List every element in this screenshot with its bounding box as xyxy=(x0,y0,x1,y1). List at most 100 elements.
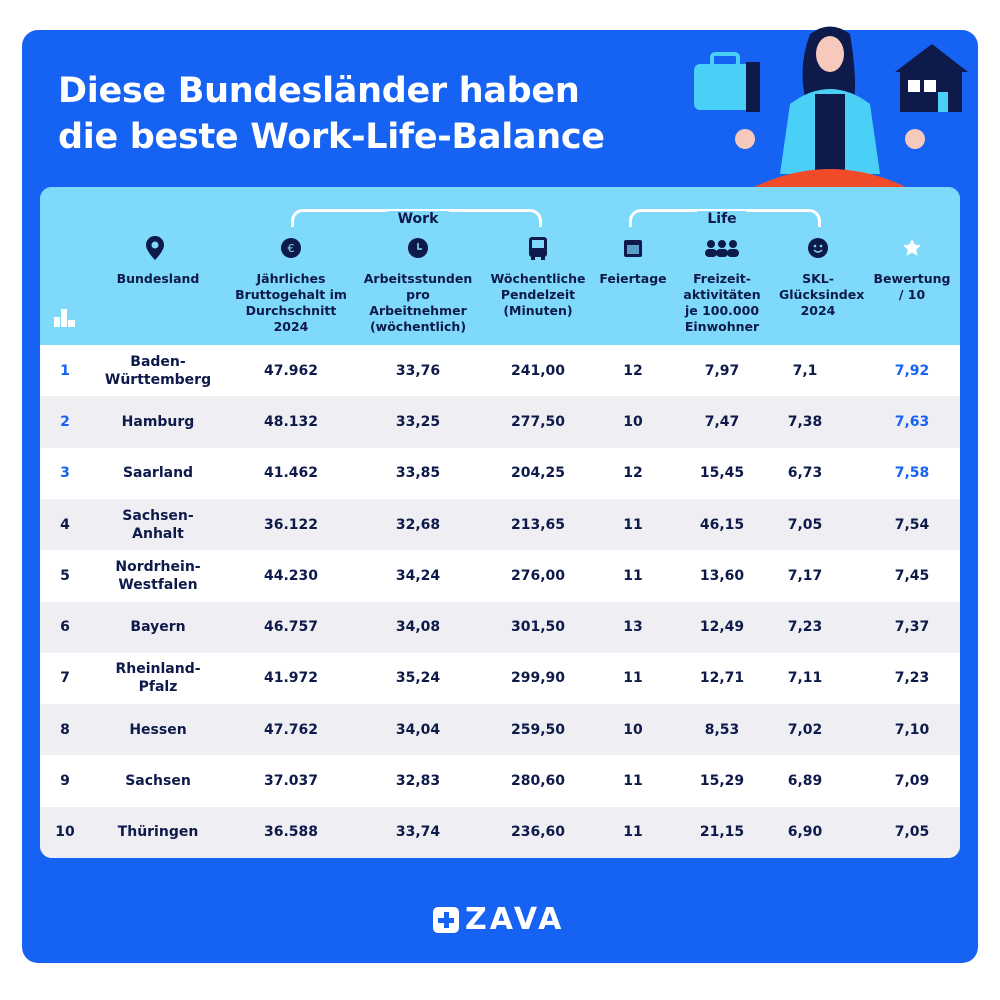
cell-freizeit: 13,60 xyxy=(699,567,745,584)
header-skl: SKL-Glücksindex 2024 xyxy=(779,271,865,318)
cell-bundesland: Thüringen xyxy=(117,824,199,841)
cell-skl: 7,38 xyxy=(787,413,823,430)
cell-feiertage: 10 xyxy=(623,721,643,738)
table-row: 1 Baden-Württemberg 47.962 33,76 241,00 12 7,9… xyxy=(40,345,960,397)
cell-feiertage: 13 xyxy=(623,619,643,636)
title-line-1: Diese Bundesländer haben xyxy=(58,71,580,111)
cell-stunden: 33,85 xyxy=(395,465,441,482)
cell-rating: 7,10 xyxy=(894,721,930,738)
star-icon xyxy=(901,237,923,259)
cell-feiertage: 10 xyxy=(623,413,643,430)
location-pin-icon xyxy=(144,236,166,260)
logo-text: ZAVA xyxy=(465,902,565,937)
cell-skl: 7,23 xyxy=(787,619,823,636)
cell-freizeit: 7,47 xyxy=(704,413,740,430)
cell-bundesland: Rheinland-Pfalz xyxy=(115,661,201,696)
people-icon xyxy=(704,237,740,259)
cell-feiertage: 12 xyxy=(623,465,643,482)
house-icon xyxy=(895,44,968,112)
cell-rank: 5 xyxy=(60,567,70,584)
cell-gehalt: 36.588 xyxy=(263,824,319,841)
table-row: 3 Saarland 41.462 33,85 204,25 12 15,45 6,73 7,5… xyxy=(40,447,960,499)
cell-rating: 7,37 xyxy=(894,619,930,636)
smiley-icon xyxy=(807,237,829,259)
briefcase-icon xyxy=(694,52,760,112)
cell-rating: 7,92 xyxy=(894,362,930,379)
cell-gehalt: 41.972 xyxy=(263,670,319,687)
cell-feiertage: 11 xyxy=(623,567,643,584)
cell-skl: 7,1 xyxy=(792,362,818,379)
cell-skl: 7,11 xyxy=(787,670,823,687)
cell-rank: 9 xyxy=(60,773,70,790)
cell-freizeit: 46,15 xyxy=(699,516,745,533)
cell-stunden: 34,04 xyxy=(395,721,441,738)
cell-stunden: 34,08 xyxy=(395,619,441,636)
cell-rating: 7,63 xyxy=(894,413,930,430)
page-title: Diese Bundesländer haben die beste Work-… xyxy=(58,68,605,160)
cell-feiertage: 11 xyxy=(623,670,643,687)
header-stunden: Arbeitsstunden pro Arbeitnehmer (wöchent… xyxy=(363,271,473,334)
cell-pendel: 241,00 xyxy=(510,362,566,379)
cell-skl: 6,73 xyxy=(787,465,823,482)
zava-logo: ZAVA xyxy=(433,902,564,937)
cell-skl: 7,05 xyxy=(787,516,823,533)
plus-logo-icon xyxy=(433,906,459,933)
cell-bundesland: Nordrhein-Westfalen xyxy=(115,558,201,593)
cell-bundesland: Sachsen xyxy=(125,773,191,790)
table-row: 6 Bayern 46.757 34,08 301,50 13 12,49 7,23 7,37 xyxy=(40,601,960,653)
table-row: 8 Hessen 47.762 34,04 259,50 10 8,53 7,02 7,10 xyxy=(40,704,960,756)
cell-gehalt: 47.762 xyxy=(263,721,319,738)
illustration-meditation xyxy=(694,26,968,212)
cell-pendel: 213,65 xyxy=(510,516,566,533)
table-row: 2 Hamburg 48.132 33,25 277,50 10 7,47 7,38 7,63 xyxy=(40,396,960,448)
cell-freizeit: 21,15 xyxy=(699,824,745,841)
work-group-bracket xyxy=(291,209,542,227)
cell-skl: 6,89 xyxy=(787,773,823,790)
cell-freizeit: 15,29 xyxy=(699,773,745,790)
cell-rating: 7,54 xyxy=(894,516,930,533)
title-line-2: die beste Work-Life-Balance xyxy=(58,117,605,157)
cell-pendel: 259,50 xyxy=(510,721,566,738)
table-row: 4 Sachsen-Anhalt 36.122 32,68 213,65 11 46,15 7… xyxy=(40,498,960,551)
cell-stunden: 35,24 xyxy=(395,670,441,687)
table-row: 9 Sachsen 37.037 32,83 280,60 11 15,29 6,89 7,09 xyxy=(40,755,960,807)
cell-pendel: 276,00 xyxy=(510,567,566,584)
work-group-label: Work xyxy=(387,211,449,227)
cell-bundesland: Sachsen-Anhalt xyxy=(122,507,194,542)
cell-rank: 1 xyxy=(60,362,70,379)
ranking-table: Work Life € Bundesland Jährliches Brutto… xyxy=(40,187,960,858)
euro-icon: € xyxy=(280,237,302,259)
ranking-bars-icon xyxy=(54,309,76,331)
cell-rank: 7 xyxy=(60,670,70,687)
cell-bundesland: Hessen xyxy=(129,721,187,738)
cell-gehalt: 48.132 xyxy=(263,413,319,430)
cell-skl: 7,17 xyxy=(787,567,823,584)
cell-gehalt: 37.037 xyxy=(263,773,319,790)
cell-bundesland: Hamburg xyxy=(121,413,195,430)
cell-rating: 7,23 xyxy=(894,670,930,687)
cell-stunden: 33,25 xyxy=(395,413,441,430)
cell-skl: 7,02 xyxy=(787,721,823,738)
cell-rank: 3 xyxy=(60,465,70,482)
life-group-bracket xyxy=(629,209,821,227)
cell-pendel: 236,60 xyxy=(510,824,566,841)
cell-gehalt: 36.122 xyxy=(263,516,319,533)
cell-pendel: 204,25 xyxy=(510,465,566,482)
header-pendel: Wöchentliche Pendelzeit (Minuten) xyxy=(490,271,586,318)
header-bewertung: Bewertung / 10 xyxy=(873,271,951,302)
cell-rank: 8 xyxy=(60,721,70,738)
header-bundesland: Bundesland xyxy=(116,271,200,286)
cell-freizeit: 8,53 xyxy=(704,721,740,738)
cell-rank: 6 xyxy=(60,619,70,636)
header-gehalt: Jährliches Bruttogehalt im Durchschnitt … xyxy=(235,271,347,334)
cell-rating: 7,45 xyxy=(894,567,930,584)
cell-rating: 7,05 xyxy=(894,824,930,841)
svg-text:€: € xyxy=(288,242,295,255)
cell-freizeit: 12,71 xyxy=(699,670,745,687)
calendar-icon xyxy=(622,237,644,259)
table-body: 1 Baden-Württemberg 47.962 33,76 241,00 12 7,9… xyxy=(40,345,960,858)
cell-rating: 7,09 xyxy=(894,773,930,790)
cell-pendel: 299,90 xyxy=(510,670,566,687)
cell-gehalt: 41.462 xyxy=(263,465,319,482)
cell-gehalt: 46.757 xyxy=(263,619,319,636)
